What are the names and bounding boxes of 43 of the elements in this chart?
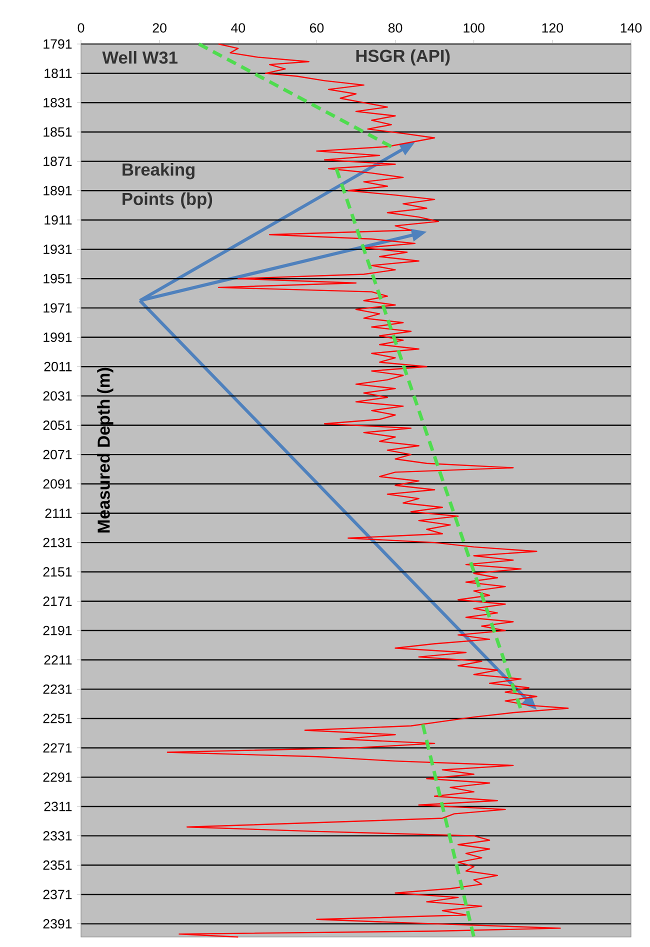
x-tick-label: 100: [464, 23, 484, 33]
y-tick-label: 1811: [44, 68, 72, 78]
y-tick-label: 1851: [44, 127, 72, 137]
y-tick-label: 2151: [43, 567, 72, 577]
y-tick-label: 2231: [43, 684, 72, 694]
y-tick-label: 2111: [45, 508, 72, 518]
y-tick-label: 2131: [43, 538, 72, 548]
y-tick-label: 2271: [43, 743, 72, 752]
y-tick-label: 1971: [44, 303, 72, 313]
annotation: Breaking Points (bp): [122, 163, 212, 209]
y-tick-label: 1911: [44, 215, 72, 225]
y-tick-label: 2191: [43, 626, 72, 636]
y-tick-label: 2211: [44, 655, 72, 665]
annotation: Well W31: [102, 51, 178, 64]
x-tick-label: 140: [620, 23, 642, 33]
y-tick-label: 2291: [43, 772, 72, 782]
x-tick-label: 20: [152, 23, 166, 33]
x-axis-title: HSGR (API): [356, 49, 450, 66]
y-tick-label: 1991: [44, 332, 72, 342]
y-tick-label: 2351: [43, 860, 72, 870]
x-tick-label: 0: [78, 23, 84, 33]
y-tick-label: 1791: [44, 39, 72, 49]
y-tick-label: 2091: [43, 479, 72, 489]
x-tick-label: 60: [310, 23, 324, 33]
y-tick-label: 2071: [43, 450, 72, 460]
y-tick-label: 1931: [44, 244, 72, 254]
y-tick-label: 2251: [43, 714, 72, 724]
y-tick-label: 2331: [43, 831, 72, 841]
y-tick-label: 2031: [43, 391, 72, 401]
y-tick-label: 2051: [43, 420, 72, 430]
y-tick-label: 1951: [44, 274, 72, 284]
y-tick-label: 1891: [44, 186, 72, 196]
y-tick-label: 1831: [44, 98, 72, 108]
x-tick-label: 40: [231, 23, 246, 33]
x-tick-label: 80: [388, 23, 402, 33]
y-axis-title: Measured Depth (m): [97, 368, 114, 532]
y-tick-label: 2171: [43, 596, 72, 606]
y-tick-label: 2311: [44, 802, 72, 812]
y-tick-label: 2371: [43, 890, 72, 900]
y-tick-label: 2011: [44, 362, 72, 372]
y-tick-label: 2391: [43, 919, 72, 929]
y-tick-label: 1871: [44, 156, 72, 166]
x-tick-label: 120: [542, 23, 564, 33]
